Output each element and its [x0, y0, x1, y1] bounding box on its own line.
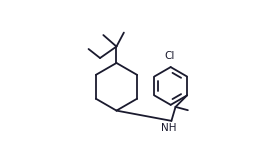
Text: Cl: Cl — [165, 51, 175, 61]
Text: NH: NH — [161, 123, 177, 132]
